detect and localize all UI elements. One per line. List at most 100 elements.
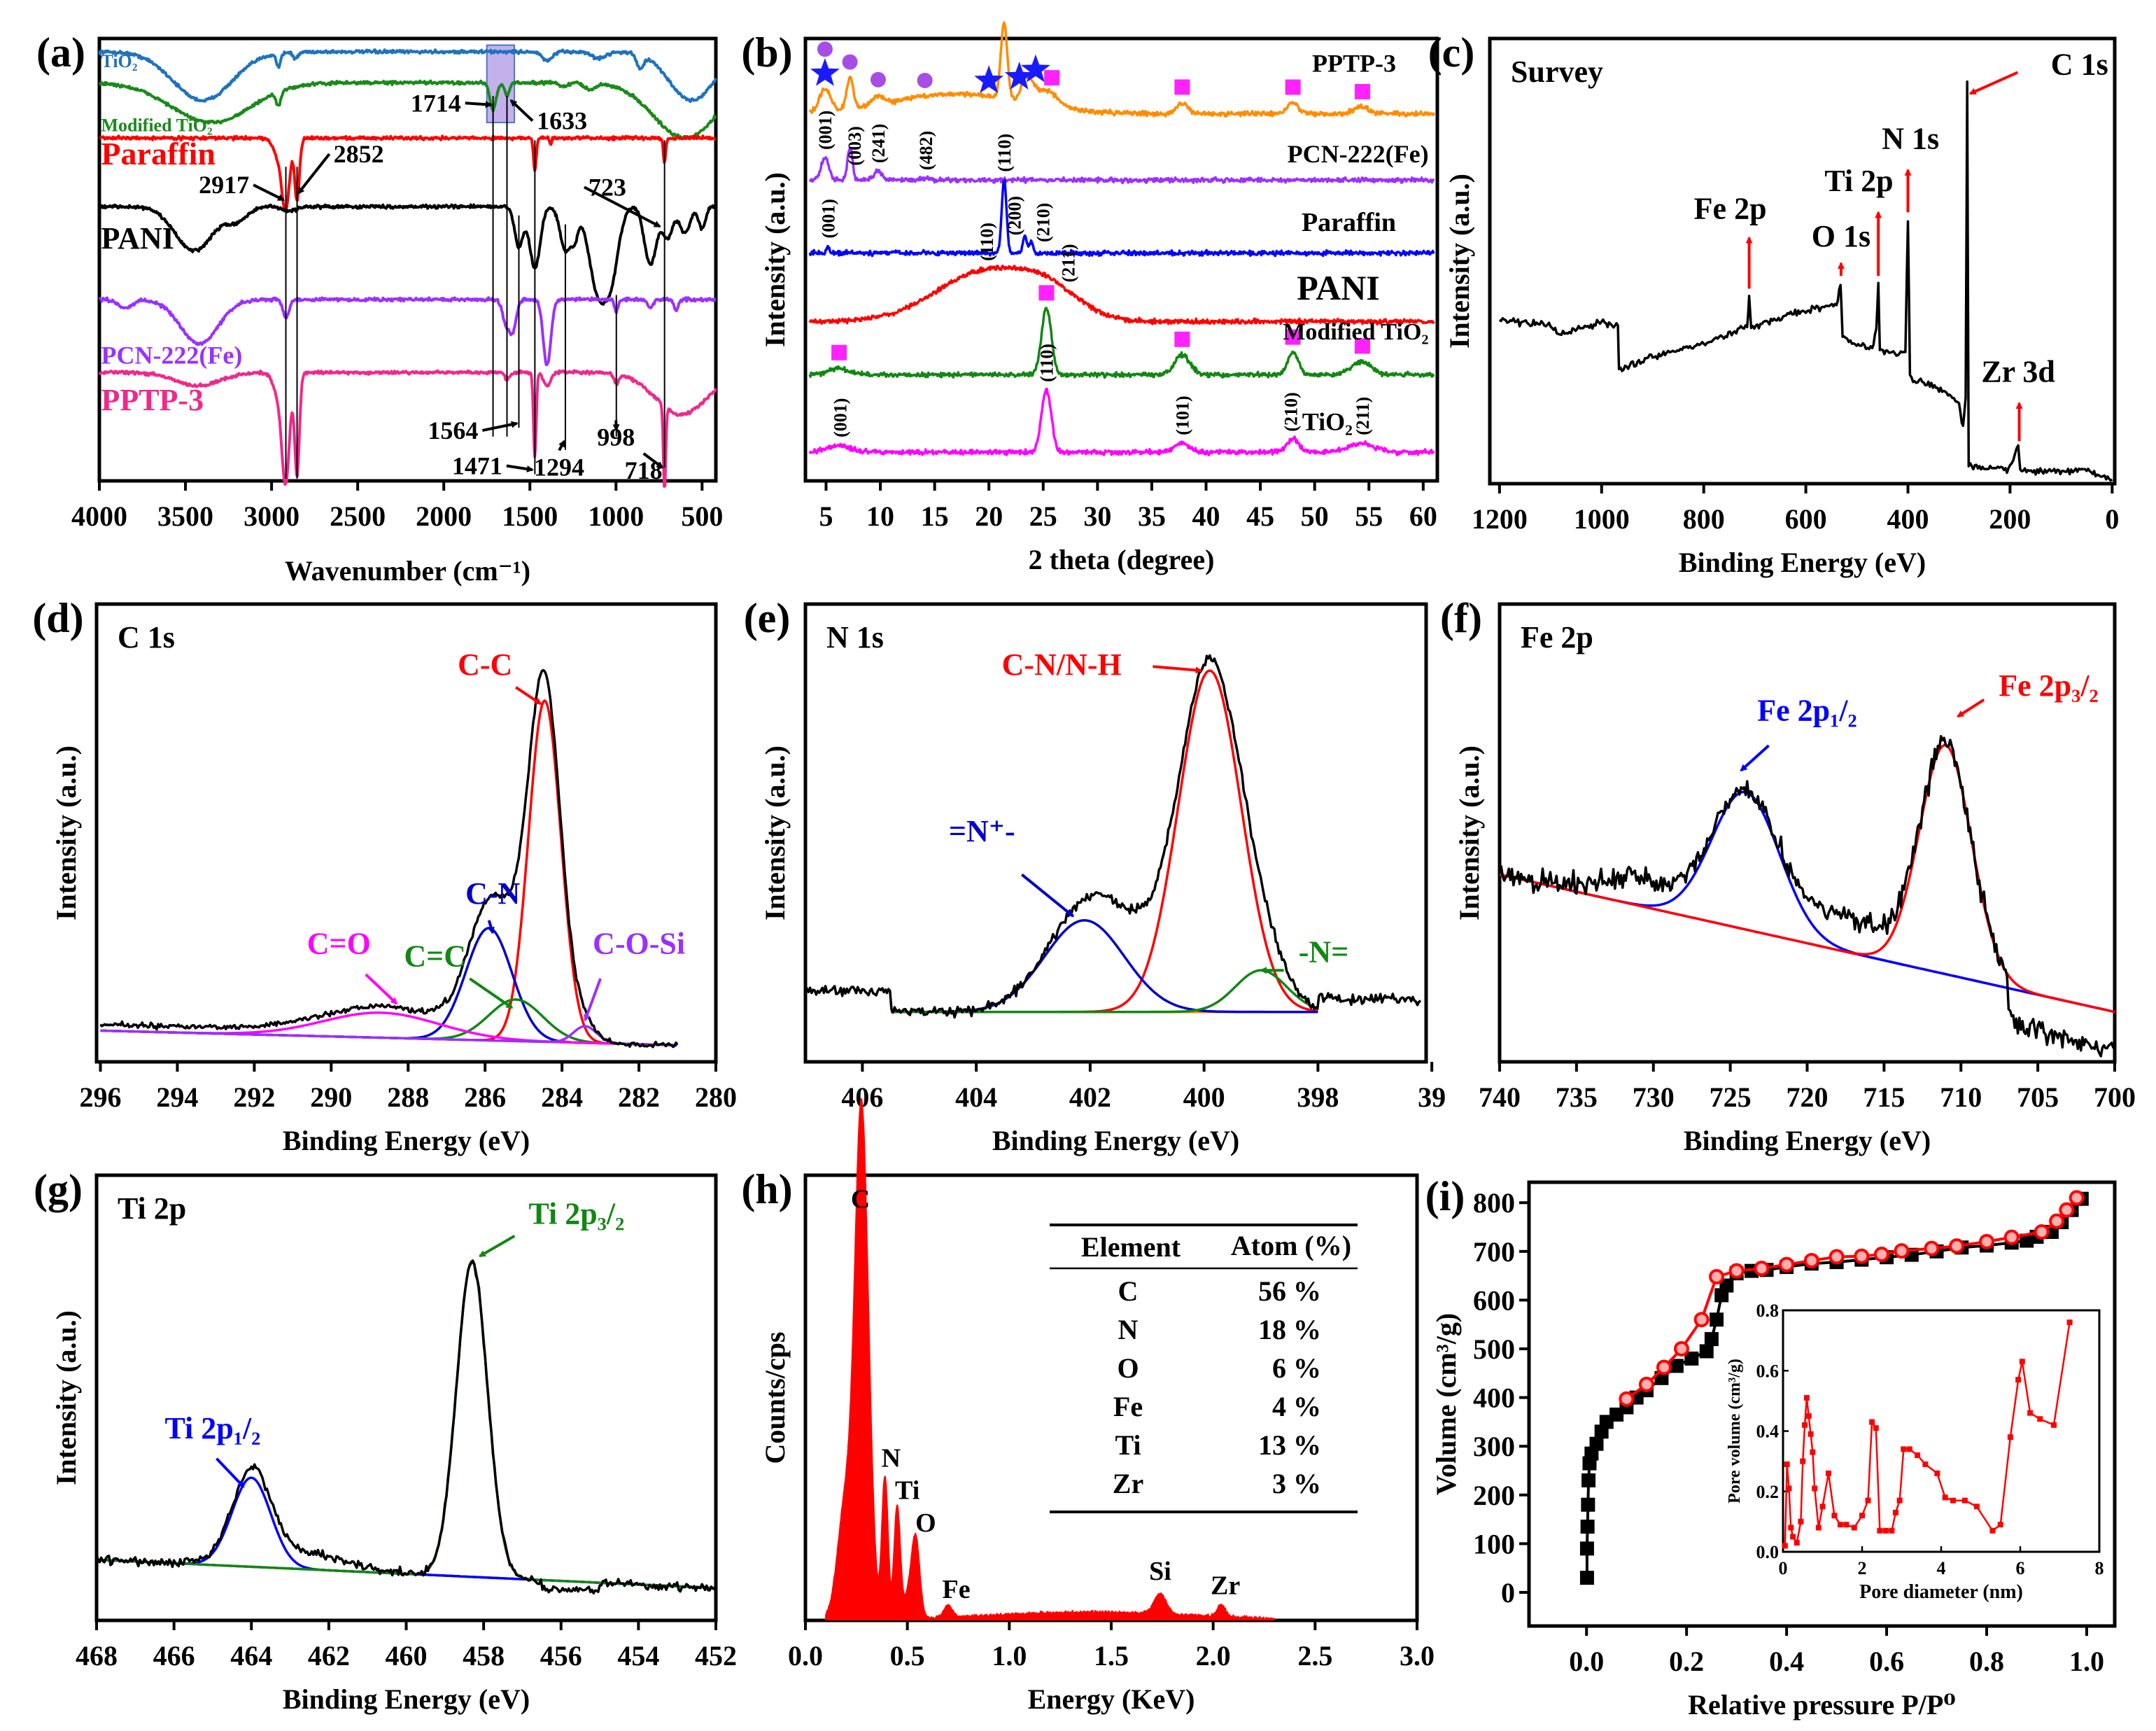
element-peak-label-zr: Zr [1211, 1571, 1240, 1600]
desorption-point [1656, 1359, 1672, 1375]
miller-index-label: (110) [1036, 344, 1057, 382]
element-peak-label-c: C [851, 1184, 870, 1214]
adsorption-point [1710, 1312, 1724, 1327]
plot-frame [803, 36, 1439, 483]
spectrum-pani [98, 203, 717, 306]
pore-size-point [1819, 1504, 1826, 1510]
panel-title: Ti 2p [118, 1191, 186, 1226]
component-arrow [469, 977, 514, 1009]
x-axis-title: Binding Energy (eV) [283, 1683, 530, 1715]
pore-size-point [2027, 1410, 2034, 1416]
adsorption-point [1669, 1359, 1684, 1373]
band-arrow [506, 464, 534, 472]
band-label-2917: 2917 [199, 171, 249, 199]
x-tick-label: 280 [695, 1081, 737, 1113]
adsorption-point [1580, 1520, 1595, 1534]
x-axis-title: Binding Energy (eV) [1679, 547, 1926, 578]
panel-label: (f) [1440, 595, 1482, 641]
star-marker [1021, 54, 1050, 83]
pore-size-point [1896, 1497, 1903, 1504]
desorption-point [1638, 1376, 1654, 1392]
x-tick-label: 39 [1418, 1081, 1446, 1113]
band-arrow [558, 440, 566, 451]
y-axis-title: Intensity (a.u.) [1444, 174, 1475, 349]
table-cell-atom-percent: 6 % [1272, 1352, 1321, 1384]
eds-spectrum [825, 1098, 1276, 1621]
miller-index-label: (110) [977, 223, 997, 261]
peak-arrow [1968, 71, 2019, 95]
pore-size-point [1790, 1534, 1796, 1540]
series-label-paraffin: Paraffin [101, 136, 216, 171]
x-tick-label: 700 [2094, 1081, 2136, 1113]
series-label-pptp-3: PPTP-3 [1312, 49, 1396, 77]
adsorption-point [1579, 1541, 1594, 1556]
pore-size-point [2015, 1377, 2022, 1383]
x-tick-label: 3000 [244, 500, 300, 532]
miller-index-label: (241) [868, 124, 889, 163]
component-label-fe-2p: Fe 2p₁/₂ [1757, 693, 1856, 727]
xrd-pattern-modified-tio [808, 307, 1435, 379]
adsorption-point [1719, 1278, 1734, 1293]
panel-g: 468 466 464 462 460 458 456 454 452 Binding Energ… [34, 1166, 737, 1715]
y-axis-title: Intensity (a.u.) [759, 172, 791, 347]
pore-size-point [1997, 1522, 2003, 1528]
plot-frame [803, 602, 1428, 1064]
x-tick-label: 55 [1355, 500, 1383, 532]
table-cell-atom-percent: 13 % [1258, 1429, 1321, 1461]
band-label-718: 718 [625, 456, 663, 484]
x-axis-title: Binding Energy (eV) [283, 1125, 530, 1156]
circle-marker [870, 71, 886, 87]
desorption-point [2003, 1229, 2020, 1245]
x-tick-label: 286 [464, 1081, 506, 1113]
plot-frame [97, 36, 718, 483]
table-cell-element: C [1118, 1275, 1139, 1307]
y-tick-label: 600 [1473, 1284, 1515, 1316]
miller-index-label: (001) [819, 199, 839, 238]
y-tick-label: 700 [1473, 1236, 1515, 1268]
measured-envelope [99, 668, 679, 1049]
x-tick-label: 710 [1940, 1081, 1982, 1113]
spectrum-paraffin [99, 134, 717, 212]
x-tick-label: 296 [79, 1081, 121, 1113]
desorption-point [2034, 1224, 2050, 1240]
x-tick-label: 402 [1069, 1081, 1111, 1113]
peak-label-c-1s: C 1s [2051, 47, 2108, 81]
x-tick-label: 40 [1192, 500, 1220, 532]
x-tick-label: 464 [230, 1640, 272, 1672]
x-tick-label: 0.8 [1969, 1646, 2004, 1677]
x-tick-label: 800 [1683, 503, 1725, 535]
spectrum-pcn-222-fe [98, 296, 717, 367]
miller-index-label: (003) [845, 126, 865, 165]
component-arrow [1957, 699, 1985, 718]
miller-index-label: (001) [815, 111, 836, 150]
adsorption-point [1704, 1332, 1719, 1347]
adsorption-point [1684, 1351, 1699, 1366]
table-row: Zr 3 % [1113, 1468, 1321, 1499]
x-tick-label: 500 [681, 500, 723, 532]
pore-size-point [1825, 1470, 1831, 1476]
component-arrow [487, 920, 495, 934]
inset-y-tick-label: 0.4 [1756, 1422, 1780, 1442]
panel-label: (i) [1425, 1173, 1465, 1219]
element-peak-label-ti: Ti [895, 1476, 920, 1506]
component-arrow [515, 686, 542, 706]
desorption-point [2069, 1190, 2085, 1206]
pore-size-point [1786, 1485, 1792, 1492]
measured-envelope [95, 1259, 717, 1595]
inset-y-axis-title: Pore volume (cm³/g) [1726, 1359, 1744, 1504]
spectrum-modified-tio [99, 79, 717, 141]
desorption-point [1674, 1341, 1690, 1357]
pore-size-point [2007, 1434, 2013, 1441]
component-arrow [365, 973, 398, 1005]
x-tick-label: 15 [921, 500, 949, 532]
pore-size-point [1831, 1513, 1838, 1519]
pore-size-point [1837, 1522, 1843, 1528]
plot-frame [1488, 36, 2117, 486]
x-tick-label: 0.6 [1869, 1646, 1904, 1677]
measured-envelope [1498, 735, 2116, 1058]
component-n [890, 969, 1318, 1014]
peak-label-ti-2p: Ti 2p [1824, 164, 1893, 198]
band-arrow [509, 99, 534, 122]
square-marker [1285, 329, 1301, 345]
series-label-pcn-222-fe: PCN-222(Fe) [1288, 140, 1429, 168]
